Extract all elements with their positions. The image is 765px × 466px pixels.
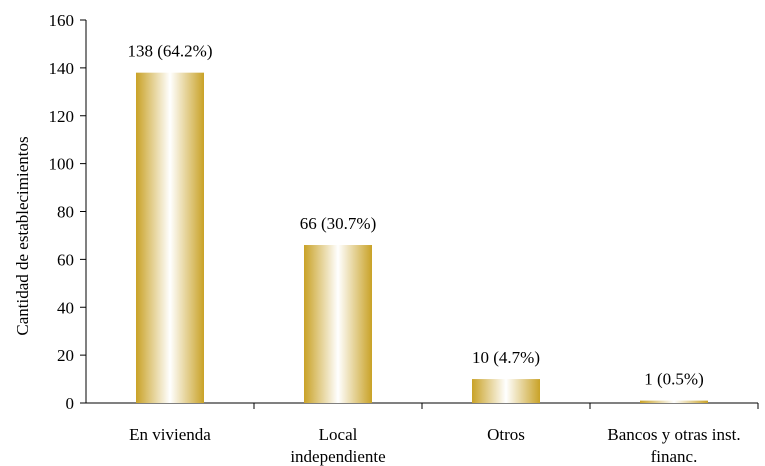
bar	[472, 379, 540, 403]
category-label: Otros	[487, 425, 525, 444]
y-axis-title: Cantidad de establecimientos	[13, 136, 32, 335]
y-tick-label: 40	[57, 298, 74, 317]
y-tick-label: 20	[57, 346, 74, 365]
data-label: 1 (0.5%)	[644, 370, 703, 389]
category-label: Local	[319, 425, 358, 444]
category-label: independiente	[290, 447, 385, 466]
y-tick-label: 80	[57, 203, 74, 222]
bar	[304, 245, 372, 403]
category-label: financ.	[651, 447, 698, 466]
y-tick-label: 100	[49, 155, 75, 174]
bar	[640, 400, 708, 403]
category-label: Bancos y otras inst.	[607, 425, 740, 444]
data-label: 10 (4.7%)	[472, 348, 540, 367]
category-label: En vivienda	[129, 425, 211, 444]
y-tick-label: 120	[49, 107, 75, 126]
y-tick-label: 160	[49, 11, 75, 30]
data-label: 138 (64.2%)	[128, 42, 213, 61]
data-label: 66 (30.7%)	[300, 214, 376, 233]
y-tick-label: 140	[49, 59, 75, 78]
y-tick-label: 0	[66, 394, 75, 413]
bar	[136, 72, 204, 403]
y-tick-label: 60	[57, 250, 74, 269]
